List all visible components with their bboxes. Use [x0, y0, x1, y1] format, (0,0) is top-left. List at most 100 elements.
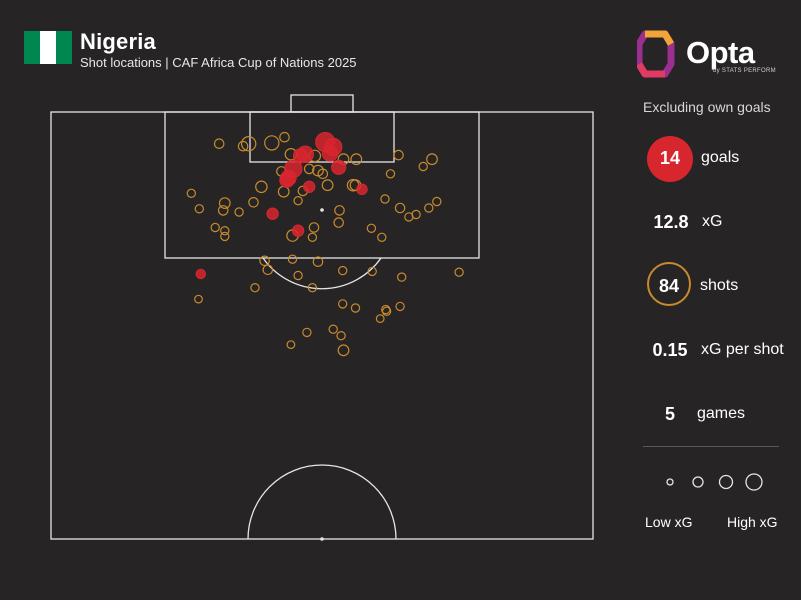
goal-marker: [279, 172, 295, 188]
goal-frame: [290, 94, 354, 113]
shot-marker: [218, 197, 231, 210]
shot-marker: [194, 294, 203, 304]
shot-marker: [385, 169, 396, 179]
shot-marker: [312, 256, 324, 267]
goal-marker: [195, 268, 207, 280]
shot-marker: [217, 205, 229, 216]
games-value: 5: [664, 404, 675, 424]
shot-marker: [237, 140, 249, 152]
shot-marker: [259, 255, 270, 267]
brand-name: Opta: [686, 35, 755, 70]
goals-value: 14: [659, 148, 681, 168]
shot-marker: [287, 254, 298, 264]
shot-marker: [366, 223, 377, 233]
shot-marker: [418, 161, 428, 172]
shot-marker: [454, 267, 464, 277]
shot-marker: [303, 163, 315, 175]
shot-marker: [194, 204, 204, 214]
goal-marker: [292, 148, 309, 164]
shot-marker: [264, 135, 280, 151]
shot-marker: [350, 153, 363, 166]
pitch-outline: [50, 111, 594, 540]
goals-badge: [647, 136, 693, 182]
shot-marker: [293, 270, 303, 281]
shot-marker: [220, 231, 230, 242]
shot-marker: [395, 301, 405, 312]
goal-marker: [266, 207, 279, 220]
shot-marker: [308, 222, 320, 233]
flag-stripe-right: [56, 31, 72, 64]
shot-marker: [393, 149, 404, 161]
shot-marker: [381, 306, 392, 316]
xg-label: xG: [702, 213, 723, 230]
shot-marker: [380, 194, 390, 204]
xg-per-shot-value: 0.15: [652, 340, 688, 360]
xg-value: 12.8: [653, 212, 689, 232]
shot-marker: [262, 264, 274, 276]
goals-layer: [195, 132, 368, 280]
shot-marker: [234, 207, 244, 217]
page-subtitle: Shot locations | CAF Africa Cup of Natio…: [80, 55, 357, 70]
goal-marker: [356, 183, 368, 196]
shot-marker: [336, 331, 346, 341]
goal-marker: [303, 180, 316, 194]
shot-marker: [432, 196, 442, 207]
centre-circle: [247, 464, 397, 540]
xg-size-legend: [666, 473, 763, 491]
shot-marker: [240, 135, 257, 152]
legend-circle-large: [745, 473, 763, 491]
shots-label: shots: [700, 277, 739, 294]
shot-marker: [350, 303, 361, 313]
shot-marker: [317, 168, 329, 180]
shot-marker: [220, 225, 230, 236]
flag-stripe-center: [40, 31, 56, 64]
shot-marker: [286, 340, 296, 350]
legend-low-label: Low xG: [645, 514, 693, 530]
shot-marker: [338, 265, 348, 276]
shot-marker: [334, 205, 345, 216]
shot-marker: [377, 232, 387, 242]
games-label: games: [697, 405, 746, 422]
stats-note: Excluding own goals: [643, 99, 771, 115]
shot-marker: [321, 179, 334, 192]
shot-marker: [394, 202, 406, 214]
shot-marker: [337, 344, 350, 357]
shot-marker: [367, 266, 377, 277]
centre-spot: [320, 537, 324, 541]
nigeria-flag: [24, 31, 72, 64]
shot-marker: [328, 324, 338, 334]
goal-marker: [291, 224, 305, 237]
shot-marker: [375, 314, 385, 324]
legend-divider: [643, 446, 779, 447]
shot-marker: [255, 180, 268, 194]
shot-marker: [248, 197, 259, 208]
goal-marker: [331, 159, 347, 175]
shot-marker: [307, 283, 318, 293]
opta-logo-icon: [637, 30, 675, 78]
shot-marker: [397, 272, 407, 282]
shots-value: 84: [658, 276, 680, 296]
goals-label: goals: [701, 149, 740, 166]
shot-marker: [424, 203, 434, 213]
shots-badge: [647, 262, 691, 306]
shot-marker: [277, 185, 290, 198]
shot-marker: [302, 327, 312, 338]
shot-marker: [186, 188, 196, 198]
shot-marker: [210, 222, 220, 233]
shot-marker: [333, 217, 344, 228]
shot-marker: [404, 212, 414, 222]
goal-marker: [321, 145, 339, 162]
brand-tagline: by STATS PERFORM: [713, 68, 776, 74]
legend-circle-small: [692, 476, 704, 488]
penalty-spot: [320, 208, 324, 212]
legend-high-label: High xG: [727, 514, 778, 530]
shot-marker: [213, 138, 225, 149]
shot-marker: [338, 299, 348, 309]
flag-stripe-left: [24, 31, 40, 64]
legend-circle-medium: [718, 474, 734, 490]
shot-marker: [279, 131, 290, 143]
shot-marker: [307, 232, 318, 242]
xg-per-shot-label: xG per shot: [701, 341, 784, 358]
page-title: Nigeria: [80, 29, 156, 54]
